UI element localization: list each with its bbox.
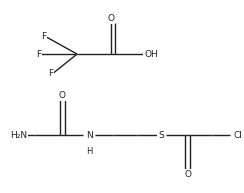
Text: O: O: [107, 14, 114, 23]
Text: F: F: [41, 32, 46, 41]
Text: S: S: [158, 131, 164, 140]
Text: H₂N: H₂N: [10, 131, 27, 140]
Text: O: O: [184, 170, 191, 179]
Text: F: F: [36, 50, 41, 58]
Text: N: N: [86, 131, 92, 140]
Text: OH: OH: [144, 50, 158, 58]
Text: F: F: [48, 69, 53, 78]
Text: O: O: [59, 91, 66, 100]
Text: H: H: [86, 147, 92, 156]
Text: Cl: Cl: [234, 131, 243, 140]
